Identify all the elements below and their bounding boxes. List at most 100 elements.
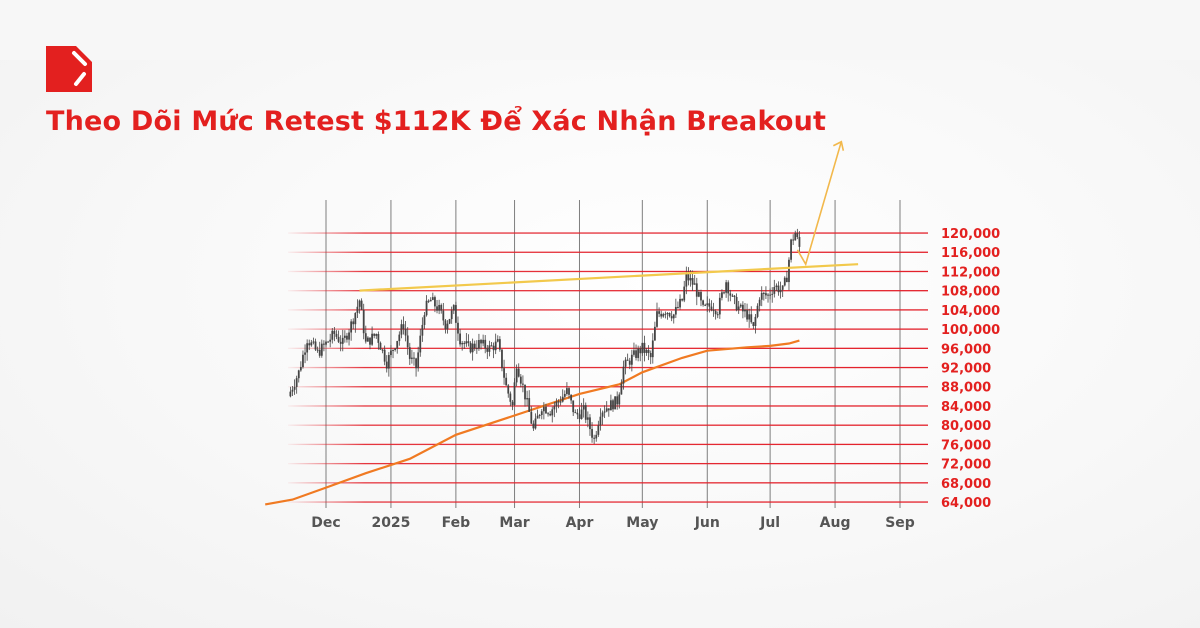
candle-body bbox=[503, 368, 505, 378]
candle-body bbox=[304, 352, 306, 355]
candle-body bbox=[691, 278, 694, 285]
candle-body bbox=[666, 312, 669, 314]
candle-body bbox=[320, 343, 323, 356]
candle-body bbox=[762, 292, 765, 294]
candle-body bbox=[362, 309, 365, 334]
candle-body bbox=[561, 396, 564, 402]
candle-body bbox=[482, 339, 485, 344]
candle-body bbox=[754, 316, 757, 327]
candle-body bbox=[641, 342, 644, 354]
candle-body bbox=[505, 377, 508, 386]
candle-body bbox=[697, 292, 700, 297]
candle-body bbox=[406, 335, 409, 348]
candle-body bbox=[689, 278, 692, 281]
candle-body bbox=[783, 277, 786, 286]
candle-body bbox=[796, 233, 799, 238]
h-gridline bbox=[288, 366, 928, 369]
candle-body bbox=[624, 359, 627, 367]
candle-body bbox=[551, 409, 554, 416]
x-tick-label: Jun bbox=[694, 515, 720, 531]
candle-body bbox=[595, 434, 598, 439]
candle-body bbox=[593, 437, 596, 439]
candle-body bbox=[599, 416, 602, 426]
candle-body bbox=[469, 342, 472, 353]
candle-body bbox=[467, 341, 470, 343]
candle-body bbox=[660, 313, 663, 317]
candle-body bbox=[545, 406, 547, 414]
candle-body bbox=[471, 343, 474, 353]
x-tick-label: Sep bbox=[885, 515, 915, 531]
candle-body bbox=[356, 306, 359, 313]
candle-body bbox=[528, 398, 531, 412]
y-tick-label: 88,000 bbox=[941, 381, 991, 396]
candle-body bbox=[515, 368, 518, 383]
y-tick-label: 96,000 bbox=[941, 342, 991, 357]
candle-body bbox=[352, 321, 355, 325]
candle-body bbox=[492, 345, 495, 351]
candle-body bbox=[534, 418, 537, 429]
candle-body bbox=[651, 340, 654, 358]
candle-body bbox=[440, 304, 443, 311]
candle-body bbox=[712, 309, 715, 312]
candle-body bbox=[318, 349, 321, 356]
candle-body bbox=[718, 297, 721, 315]
candle-body bbox=[289, 391, 292, 397]
candle-body bbox=[775, 285, 778, 287]
candle-body bbox=[329, 339, 332, 342]
y-tick-label: 84,000 bbox=[941, 400, 991, 415]
y-tick-label: 108,000 bbox=[941, 285, 1000, 300]
y-tick-label: 80,000 bbox=[941, 419, 991, 434]
candle-body bbox=[790, 239, 792, 260]
candle-body bbox=[446, 323, 449, 330]
candle-body bbox=[700, 292, 702, 301]
candle-body bbox=[664, 313, 667, 315]
candle-body bbox=[574, 412, 577, 414]
background bbox=[0, 60, 1200, 628]
candle-body bbox=[513, 382, 516, 406]
candle-body bbox=[337, 336, 340, 342]
candle-body bbox=[325, 341, 327, 345]
y-tick-label: 116,000 bbox=[941, 246, 1000, 261]
moving-average-line bbox=[265, 339, 800, 506]
candle-body bbox=[348, 332, 350, 340]
x-tick-label: Aug bbox=[820, 515, 851, 531]
candle-body bbox=[310, 342, 313, 346]
candle-body bbox=[557, 401, 560, 403]
candle-body bbox=[626, 359, 629, 361]
candle-body bbox=[327, 341, 329, 343]
candle-body bbox=[656, 311, 658, 327]
candle-body bbox=[779, 289, 782, 293]
candle-body bbox=[597, 425, 600, 435]
x-tick-label: Feb bbox=[442, 515, 471, 531]
y-tick-label: 72,000 bbox=[941, 458, 991, 473]
candle-body bbox=[478, 339, 480, 349]
candle-body bbox=[295, 378, 298, 387]
candle-body bbox=[752, 322, 755, 327]
candle-body bbox=[733, 295, 736, 297]
candle-body bbox=[413, 357, 415, 359]
candle-body bbox=[570, 394, 573, 401]
candle-body bbox=[463, 342, 466, 344]
candle-body bbox=[461, 342, 464, 345]
candle-body bbox=[398, 334, 401, 342]
candle-body bbox=[452, 305, 455, 311]
candle-body bbox=[438, 304, 441, 311]
candle-body bbox=[436, 306, 438, 311]
candle-body bbox=[379, 342, 382, 350]
candle-body bbox=[354, 312, 357, 325]
candle-body bbox=[693, 283, 696, 285]
resistance-trendline bbox=[359, 263, 859, 292]
candle-body bbox=[450, 310, 453, 320]
candle-body bbox=[465, 341, 468, 344]
candle-body bbox=[383, 349, 386, 362]
h-gridline bbox=[288, 328, 928, 330]
candle-body bbox=[312, 341, 315, 343]
candle-body bbox=[536, 415, 539, 419]
candle-body bbox=[343, 335, 346, 338]
candle-body bbox=[408, 347, 411, 359]
candle-body bbox=[668, 312, 671, 317]
candle-body bbox=[725, 282, 728, 293]
candle-body bbox=[323, 343, 325, 345]
candle-body bbox=[532, 423, 535, 429]
candle-body bbox=[404, 328, 407, 336]
